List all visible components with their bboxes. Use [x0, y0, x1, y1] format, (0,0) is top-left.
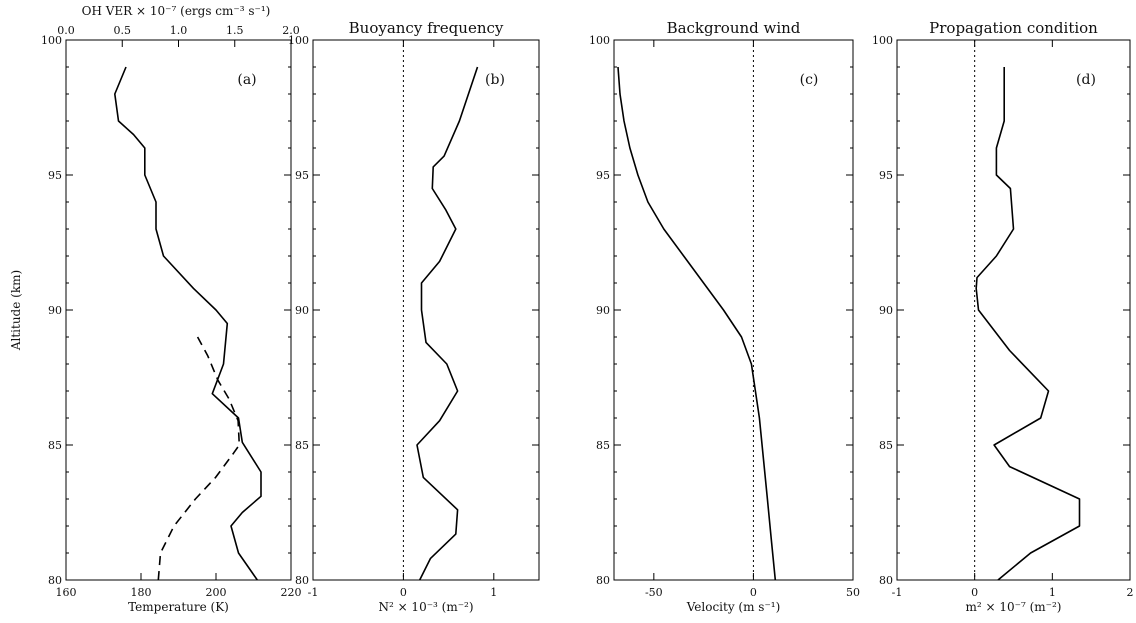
panel-d-series-solid-line	[975, 67, 1081, 581]
panel-a-xtick-label: 180	[131, 586, 152, 599]
panel-c: 80 85 90 95 100 -50 0 50 Velocity (m s⁻¹) Backgro…	[589, 19, 860, 614]
y-axis-label: Altitude (km)	[9, 270, 23, 351]
panel-b-ytick-label: 95	[295, 169, 309, 182]
panel-a-top-xtick-label: 1.5	[226, 24, 244, 37]
panel-b-ytick-label: 100	[288, 34, 309, 47]
panel-a-ytick-label: 90	[48, 304, 62, 317]
panel-c-ytick-label: 90	[596, 304, 610, 317]
panel-b-xtick-label: -1	[308, 586, 319, 599]
panel-a: 80 85 90 95 100 160 180 200 220 Temperature (K) (a…	[41, 24, 302, 614]
panel-c-x-axis-title: Velocity (m s⁻¹)	[686, 600, 781, 614]
panel-c-ytick-label: 80	[596, 574, 610, 587]
panel-c-ytick-label: 100	[589, 34, 610, 47]
panel-a-ytick-label: 100	[41, 34, 62, 47]
panel-d-x-axis-title: m² × 10⁻⁷ (m⁻²)	[966, 600, 1062, 614]
panel-a-xtick-label: 160	[56, 586, 77, 599]
panel-d-xtick-label: -1	[892, 586, 903, 599]
panel-b-ytick-label: 80	[295, 574, 309, 587]
panel-b-series-solid-line	[416, 66, 479, 581]
panel-d-xtick-label: 1	[1049, 586, 1056, 599]
panel-c-series-solid-line	[617, 66, 777, 581]
panel-b-title: Buoyancy frequency	[349, 19, 504, 37]
panel-a-series-dashed-line	[157, 336, 241, 581]
panel-c-title: Background wind	[667, 19, 801, 37]
panel-a-letter: (a)	[237, 72, 256, 88]
panel-a-x-axis-title: Temperature (K)	[128, 600, 229, 614]
panel-b-ytick-label: 85	[295, 439, 309, 452]
panel-b-ytick-label: 90	[295, 304, 309, 317]
panel-c-ytick-label: 85	[596, 439, 610, 452]
panel-a-ytick-label: 80	[48, 574, 62, 587]
panel-b-x-axis-title: N² × 10⁻³ (m⁻²)	[378, 600, 473, 614]
panel-b-frame	[312, 39, 540, 581]
panel-a-ytick-label: 95	[48, 169, 62, 182]
panel-c-xtick-label: 0	[750, 586, 757, 599]
panel-d-xtick-label: 2	[1127, 586, 1134, 599]
panel-a-top-xtick-label: 0.5	[114, 24, 132, 37]
panel-a-xtick-label: 220	[281, 586, 302, 599]
panel-d-ytick-label: 90	[879, 304, 893, 317]
panel-a-top-xtick-label: 0.0	[57, 24, 75, 37]
panel-a-top-xtick-label: 2.0	[282, 24, 300, 37]
panel-a-series-solid-line	[114, 66, 262, 581]
panel-c-letter: (c)	[800, 72, 819, 88]
panel-d-ytick-label: 95	[879, 169, 893, 182]
panel-a-top-xtick-label: 1.0	[170, 24, 188, 37]
panel-d-letter: (d)	[1076, 72, 1096, 88]
panel-b: 80 85 90 95 100 -1 0 1 N² × 10⁻³ (m⁻²) Buoyancy f…	[288, 19, 540, 614]
panel-c-xtick-label: -50	[645, 586, 663, 599]
panel-b-xtick-label: 1	[490, 586, 497, 599]
top-axis-label: OH VER × 10⁻⁷ (ergs cm⁻³ s⁻¹)	[82, 4, 271, 18]
panel-d: 80 85 90 95 100 -1 0 1 2 m² × 10⁻⁷ (m⁻²) Propagati…	[872, 19, 1134, 614]
panel-c-frame	[613, 39, 854, 581]
panel-d-ytick-label: 100	[872, 34, 893, 47]
panel-c-xtick-label: 50	[846, 586, 860, 599]
panel-d-ytick-label: 80	[879, 574, 893, 587]
panel-d-ytick-label: 85	[879, 439, 893, 452]
panel-b-xtick-label: 0	[400, 586, 407, 599]
panel-b-letter: (b)	[485, 72, 505, 88]
panel-c-ytick-label: 95	[596, 169, 610, 182]
panel-d-title: Propagation condition	[929, 19, 1098, 37]
panel-a-xtick-label: 200	[206, 586, 227, 599]
panel-a-ytick-label: 85	[48, 439, 62, 452]
panel-d-frame	[896, 39, 1131, 581]
panel-d-xtick-label: 0	[971, 586, 978, 599]
